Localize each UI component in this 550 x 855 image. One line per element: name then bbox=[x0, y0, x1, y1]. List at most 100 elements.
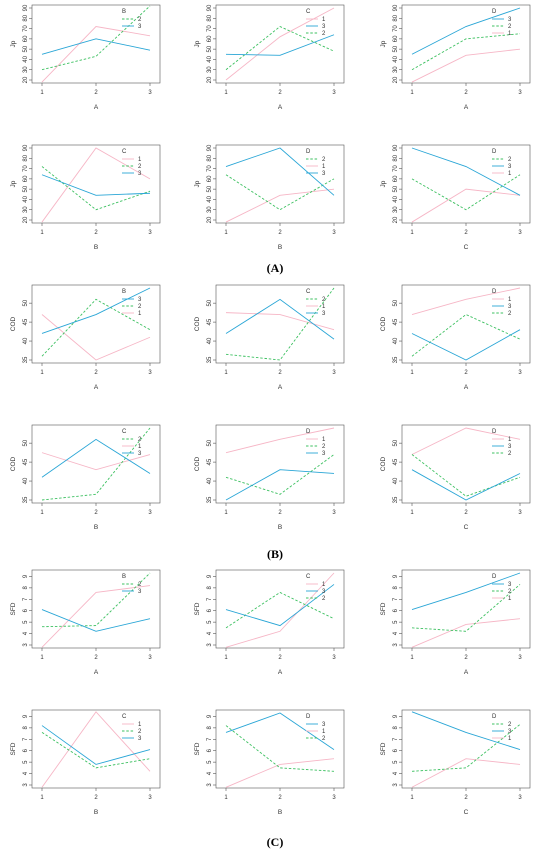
legend-title: C bbox=[122, 149, 127, 155]
x-tick-label: 2 bbox=[94, 510, 98, 516]
legend-label: 3 bbox=[322, 24, 326, 30]
y-tick-label: 50 bbox=[23, 299, 29, 306]
y-tick-label: 3 bbox=[23, 783, 29, 787]
y-tick-label: 45 bbox=[23, 318, 29, 325]
x-tick-label: 2 bbox=[94, 370, 98, 376]
y-tick-label: 6 bbox=[393, 608, 399, 612]
x-tick-label: 1 bbox=[40, 655, 44, 661]
y-tick-label: 40 bbox=[207, 55, 213, 62]
y-tick-label: 20 bbox=[393, 76, 399, 83]
legend-label: 1 bbox=[138, 157, 142, 163]
y-tick-label: 6 bbox=[207, 608, 213, 612]
series-line-level-2 bbox=[41, 427, 151, 501]
panel-label-a: (A) bbox=[267, 261, 284, 275]
y-tick-label: 60 bbox=[393, 35, 399, 42]
series-line-level-3 bbox=[41, 725, 151, 765]
x-tick-label: 2 bbox=[278, 510, 282, 516]
y-tick-label: 80 bbox=[207, 14, 213, 21]
legend-label: 2 bbox=[508, 24, 512, 30]
x-tick-label: 1 bbox=[40, 230, 44, 236]
series-line-level-2 bbox=[411, 454, 521, 497]
legend-title: D bbox=[306, 429, 311, 435]
y-tick-label: 60 bbox=[393, 175, 399, 182]
x-axis-label: A bbox=[94, 669, 99, 676]
x-tick-label: 2 bbox=[464, 510, 468, 516]
y-tick-label: 4 bbox=[393, 631, 399, 635]
legend-label: 2 bbox=[508, 589, 512, 595]
series-line-level-1 bbox=[225, 7, 335, 81]
x-tick-label: 1 bbox=[410, 655, 414, 661]
legend-label: 1 bbox=[322, 17, 326, 23]
legend-title: B bbox=[122, 9, 126, 15]
legend-label: 2 bbox=[138, 729, 142, 735]
x-axis-label: B bbox=[278, 809, 282, 816]
y-tick-label: 40 bbox=[393, 477, 399, 484]
series-line-level-3 bbox=[225, 147, 335, 196]
y-tick-label: 4 bbox=[207, 631, 213, 635]
series-line-level-3 bbox=[225, 298, 335, 340]
y-tick-label: 8 bbox=[23, 586, 29, 590]
x-axis-label: B bbox=[278, 244, 282, 251]
x-tick-label: 2 bbox=[464, 655, 468, 661]
series-line-level-1 bbox=[41, 147, 151, 223]
series-line-level-1 bbox=[411, 48, 521, 83]
legend-title: B bbox=[122, 574, 126, 580]
x-tick-label: 3 bbox=[518, 510, 522, 516]
legend-label: 2 bbox=[322, 596, 326, 602]
legend-label: 3 bbox=[322, 311, 326, 317]
x-tick-label: 1 bbox=[224, 795, 228, 801]
legend-label: 3 bbox=[508, 17, 512, 23]
series-line-level-2 bbox=[411, 33, 521, 71]
x-tick-label: 3 bbox=[332, 230, 336, 236]
y-axis-label: Jp bbox=[194, 180, 201, 187]
legend-label: 3 bbox=[322, 451, 326, 457]
y-tick-label: 4 bbox=[23, 771, 29, 775]
x-tick-label: 2 bbox=[464, 90, 468, 96]
y-axis-label: Jp bbox=[10, 180, 17, 187]
y-tick-label: 7 bbox=[23, 737, 29, 741]
x-tick-label: 3 bbox=[148, 90, 152, 96]
series-line-level-2 bbox=[411, 314, 521, 357]
x-tick-label: 1 bbox=[410, 510, 414, 516]
y-tick-label: 35 bbox=[23, 496, 29, 503]
legend-label: 2 bbox=[322, 297, 326, 303]
legend-label: 2 bbox=[138, 164, 142, 170]
x-tick-label: 2 bbox=[464, 230, 468, 236]
x-axis-label: B bbox=[94, 809, 98, 816]
y-tick-label: 20 bbox=[23, 216, 29, 223]
y-tick-label: 45 bbox=[393, 318, 399, 325]
y-tick-label: 40 bbox=[207, 195, 213, 202]
x-axis-label: A bbox=[278, 384, 283, 391]
x-axis-label: A bbox=[464, 384, 469, 391]
legend-title: D bbox=[492, 289, 497, 295]
legend-label: 3 bbox=[138, 589, 142, 595]
legend-label: 2 bbox=[138, 17, 142, 23]
y-tick-label: 20 bbox=[207, 216, 213, 223]
y-tick-label: 7 bbox=[23, 597, 29, 601]
legend-title: C bbox=[306, 574, 311, 580]
y-tick-label: 80 bbox=[23, 154, 29, 161]
x-axis-label: B bbox=[278, 524, 282, 531]
series-line-level-1 bbox=[41, 585, 151, 648]
series-line-level-3 bbox=[411, 147, 521, 196]
y-tick-label: 8 bbox=[23, 726, 29, 730]
y-tick-label: 50 bbox=[23, 185, 29, 192]
x-axis-label: A bbox=[464, 669, 469, 676]
y-tick-label: 70 bbox=[393, 25, 399, 32]
y-tick-label: 40 bbox=[23, 195, 29, 202]
legend-label: 2 bbox=[138, 582, 142, 588]
x-tick-label: 3 bbox=[332, 370, 336, 376]
y-tick-label: 50 bbox=[207, 439, 213, 446]
legend-title: C bbox=[122, 429, 127, 435]
legend-label: 3 bbox=[322, 171, 326, 177]
legend-label: 3 bbox=[138, 171, 142, 177]
y-axis-label: SFD bbox=[194, 742, 201, 755]
legend-label: 2 bbox=[508, 311, 512, 317]
